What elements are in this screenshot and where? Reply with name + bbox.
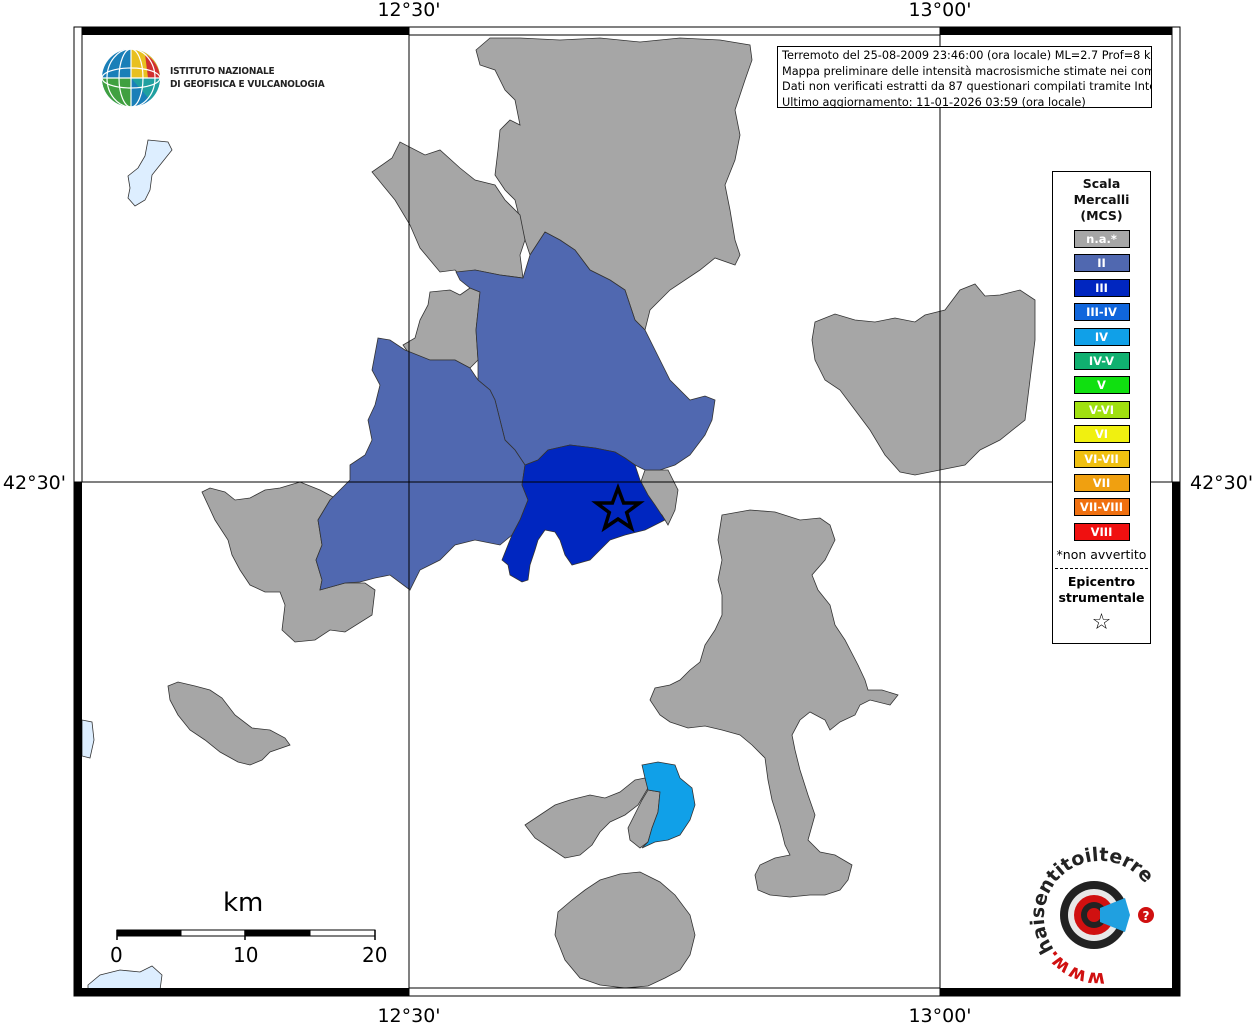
legend-item: V [1073,376,1130,395]
scale-label-10: 10 [233,943,259,967]
scale-unit: km [223,888,264,918]
legend-item: VII [1073,473,1130,492]
scale-bar [116,929,376,940]
earthquake-info-box: Terremoto del 25-08-2009 23:46:00 (ora l… [777,46,1152,108]
legend-epicenter-line2: strumentale [1058,590,1145,606]
municipality-south-east-large [649,509,899,898]
grid-lines [74,27,1180,996]
legend-item: VIII [1073,522,1130,541]
legend-item: III-IV [1073,303,1130,322]
legend-epicenter-label: Epicentro strumentale [1053,574,1150,606]
haisentito-logo-icon: ? [1060,881,1154,949]
legend-item: VI-VII [1073,449,1130,468]
legend-title-line1: Scala [1082,176,1121,191]
info-line-event: Terremoto del 25-08-2009 23:46:00 (ora l… [782,49,1152,62]
coord-left-4230: 42°30' [3,472,66,494]
coord-top-1230: 12°30' [377,0,440,21]
legend-star-icon: ☆ [1091,610,1112,636]
legend-item: III [1073,278,1130,297]
legend-item: n.a.* [1073,230,1130,248]
svg-text:?: ? [1143,909,1150,923]
info-line-data-source: Dati non verificati estratti da 87 quest… [782,80,1152,93]
scale-label-20: 20 [362,943,388,967]
legend-note: *non avvertito [1056,547,1147,563]
legend-separator [1055,568,1148,570]
municipality-south-west-small [167,681,291,766]
legend-item: VI [1073,425,1130,444]
epicenter-star-icon [591,482,645,533]
legend-title: Scala Mercalli (MCS) [1053,176,1150,224]
legend-epicenter-line1: Epicentro [1067,574,1136,590]
municipalities-intensity-II [315,231,716,591]
municipality-north [475,37,753,331]
legend-title-line2: Mercalli [1073,192,1130,207]
municipality-intensity-III [501,444,666,583]
ingv-logo-icon [101,48,161,108]
coord-right-4230: 42°30' [1190,472,1253,494]
municipality-east [811,283,1036,476]
lake-north [127,139,173,207]
municipality-south-center [524,777,649,859]
ingv-logo-line2: DI GEOFISICA E VULCANOLOGIA [170,79,325,90]
municipality-intensity-IV [641,761,696,849]
municipalities-not-felt [167,37,1036,989]
legend-item: VII-VIII [1073,498,1130,517]
info-line-description: Mappa preliminare delle intensità macros… [782,64,1152,78]
coord-top-1300: 13°00' [908,0,971,21]
map-frame [73,26,1181,997]
ingv-logo-line1: ISTITUTO NAZIONALE [170,66,275,77]
legend-items: n.a.* II III III-IV IV IV-V V V-VI VI VI-VII VII VI… [1053,230,1150,541]
coord-bottom-1230: 12°30' [377,1005,440,1024]
legend-item: V-VI [1073,400,1130,419]
legend-item: IV-V [1073,351,1130,370]
municipality-II-west [315,337,529,591]
legend-item: II [1073,254,1130,273]
info-line-last-update: Ultimo aggiornamento: 11-01-2026 03:59 (… [782,95,1086,108]
municipality-north-west [371,141,526,279]
legend-title-line3: (MCS) [1080,208,1123,223]
coord-bottom-1300: 13°00' [908,1005,971,1024]
municipality-south [554,871,696,989]
ingv-logo-text: ISTITUTO NAZIONALE DI GEOFISICA E VULCAN… [170,65,325,91]
scale-label-0: 0 [110,943,123,967]
mcs-legend: Scala Mercalli (MCS) n.a.* II III III-IV IV I… [1052,171,1151,644]
legend-item: IV [1073,327,1130,346]
